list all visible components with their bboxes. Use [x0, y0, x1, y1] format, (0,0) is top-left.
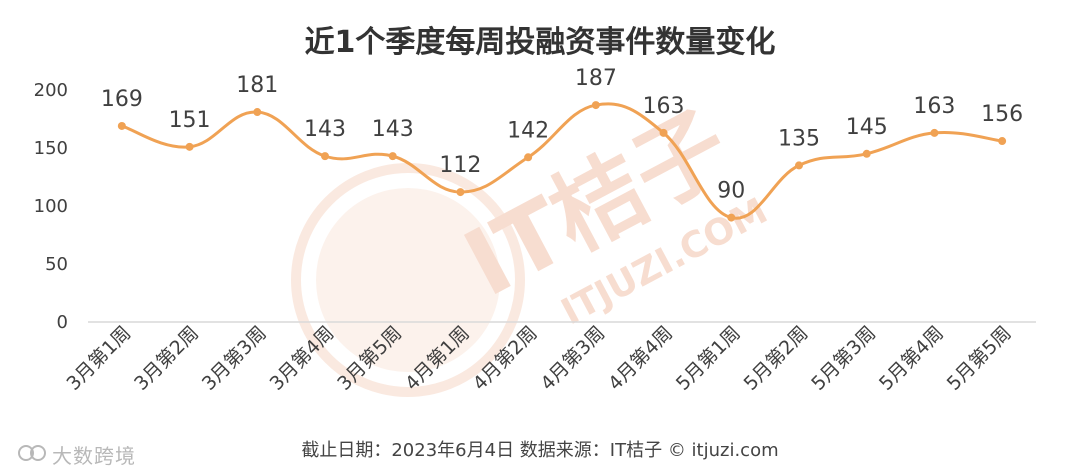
- data-label: 163: [913, 94, 955, 119]
- x-tick-label: 3月第1周: [62, 322, 135, 395]
- x-tick-label: 5月第1周: [672, 322, 745, 395]
- data-label: 169: [101, 87, 143, 112]
- x-tick-label: 5月第3周: [807, 322, 880, 395]
- y-tick-label: 100: [34, 196, 68, 217]
- y-tick-label: 50: [45, 254, 68, 275]
- data-point: [862, 149, 871, 158]
- x-tick-label: 4月第3周: [536, 322, 609, 395]
- data-point: [388, 152, 397, 161]
- chart-title: 近1个季度每周投融资事件数量变化: [305, 25, 776, 60]
- y-axis-ticks: 0 50 100 150 200: [34, 80, 68, 333]
- brand-text: 大数跨境: [52, 444, 136, 468]
- data-point: [524, 153, 533, 162]
- data-label: 156: [981, 102, 1023, 127]
- data-labels: 169 151 181 143 143 112 142 187 163 90 135 145 163 15…: [101, 66, 1023, 204]
- x-tick-label: 3月第2周: [130, 322, 203, 395]
- data-point: [591, 101, 600, 110]
- data-point: [117, 121, 126, 130]
- data-point: [930, 128, 939, 137]
- data-label: 143: [372, 117, 414, 142]
- footer-note: 截止日期：2023年6月4日 数据来源：IT桔子 © itjuzi.com: [301, 440, 779, 461]
- series-points: [117, 101, 1007, 222]
- x-tick-label: 5月第4周: [875, 322, 948, 395]
- data-point: [727, 213, 736, 222]
- data-label: 90: [717, 179, 745, 204]
- data-point: [998, 137, 1007, 146]
- data-label: 145: [846, 115, 888, 140]
- x-tick-label: 4月第4周: [604, 322, 677, 395]
- watermark-orange-inner: [316, 188, 500, 372]
- y-tick-label: 150: [34, 138, 68, 159]
- data-label: 181: [236, 73, 278, 98]
- data-label: 142: [507, 118, 549, 143]
- data-label: 151: [169, 108, 211, 133]
- data-point: [321, 152, 329, 161]
- data-point: [795, 161, 803, 170]
- data-point: [659, 128, 668, 137]
- data-label: 135: [778, 126, 820, 151]
- brand-mark: 大数跨境: [18, 440, 136, 469]
- y-tick-label: 0: [57, 312, 68, 333]
- data-label: 187: [575, 66, 617, 91]
- x-axis-ticks: 3月第1周3月第2周3月第3周3月第4周3月第5周4月第1周4月第2周4月第3周…: [62, 322, 1015, 395]
- data-point: [253, 108, 262, 117]
- x-tick-label: 5月第5周: [943, 322, 1016, 395]
- data-point: [185, 142, 194, 151]
- watermark-orange-logo: [291, 163, 525, 397]
- y-tick-label: 200: [34, 80, 68, 101]
- data-point: [456, 188, 465, 197]
- data-label: 163: [643, 94, 685, 119]
- data-label: 143: [304, 117, 346, 142]
- data-label: 112: [439, 153, 481, 178]
- series-line: [121, 102, 1003, 220]
- x-tick-label: 5月第2周: [740, 322, 813, 395]
- x-tick-label: 3月第3周: [198, 322, 271, 395]
- brand-logo-icon: [18, 445, 46, 461]
